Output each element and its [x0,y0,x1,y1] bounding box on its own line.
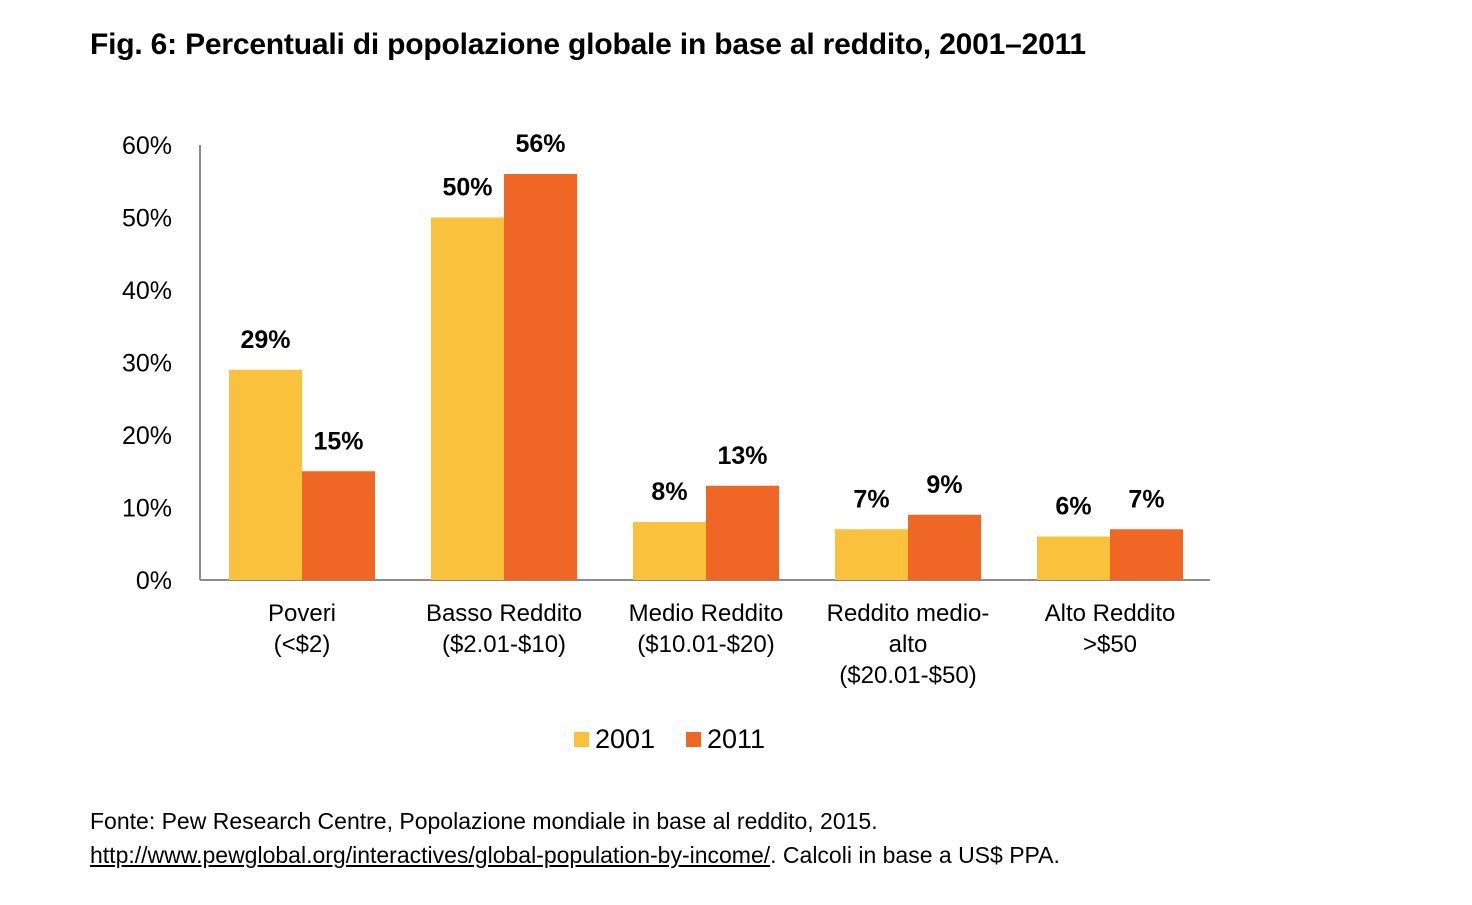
x-category-labels: Poveri (<$2) Basso Reddito ($2.01-$10) Medio… [268,600,1175,689]
data-label: 7% [1128,485,1164,513]
bar-2001 [835,529,908,580]
data-label: 56% [515,130,565,158]
legend-swatch-2001 [574,732,589,747]
data-label: 13% [717,442,767,470]
x-category-label: >$50 [1083,631,1137,658]
bar-2011 [504,174,577,580]
chart-title: Fig. 6: Percentuali di popolazione globa… [90,28,1086,61]
data-label: 7% [853,485,889,513]
x-category-label: Reddito medio- [827,600,990,627]
bar-2001 [229,369,302,580]
legend-label-2001: 2001 [595,724,655,754]
y-tick-label: 10% [122,495,172,523]
bar-2011 [1110,529,1183,580]
data-label: 9% [926,471,962,499]
data-label: 6% [1055,493,1091,521]
x-category-label: Alto Reddito [1045,600,1176,627]
bar-2001 [1037,536,1110,580]
x-category-label: Poveri [268,600,336,627]
x-category-label: Basso Reddito [426,600,582,627]
data-label: 29% [240,326,290,354]
bar-2001 [633,522,706,580]
y-tick-label: 20% [122,422,172,450]
x-category-label: ($2.01-$10) [442,631,566,658]
source-note: Fonte: Pew Research Centre, Popolazione … [90,804,1060,872]
data-label: 15% [313,427,363,455]
bar-2011 [706,485,779,580]
y-tick-label: 50% [122,205,172,233]
x-category-label: ($10.01-$20) [637,631,774,658]
bar-2001 [431,217,504,580]
source-link[interactable]: http://www.pewglobal.org/interactives/gl… [90,842,771,868]
data-labels: 29% 15% 50% 56% 8% 13% 7% 9% 6% 7% [240,130,1164,521]
y-tick-label: 40% [122,277,172,305]
y-tick-label: 60% [122,132,172,160]
bar-2011 [908,514,981,580]
source-line-1: Fonte: Pew Research Centre, Popolazione … [90,808,878,834]
legend-swatch-2011 [686,732,701,747]
y-tick-label: 30% [122,350,172,378]
x-category-label: Medio Reddito [629,600,784,627]
y-tick-label: 0% [136,567,172,595]
source-suffix: . Calcoli in base a US$ PPA. [770,842,1060,868]
data-label: 50% [442,174,492,202]
legend-label-2011: 2011 [707,724,765,754]
bars [229,174,1183,580]
x-category-label: ($20.01-$50) [839,662,976,689]
legend: 2001 2011 [574,724,765,754]
x-category-label: (<$2) [274,631,331,658]
x-category-label: alto [889,631,928,658]
data-label: 8% [651,478,687,506]
bar-2011 [302,471,375,580]
source-line-2: http://www.pewglobal.org/interactives/gl… [90,838,1060,872]
